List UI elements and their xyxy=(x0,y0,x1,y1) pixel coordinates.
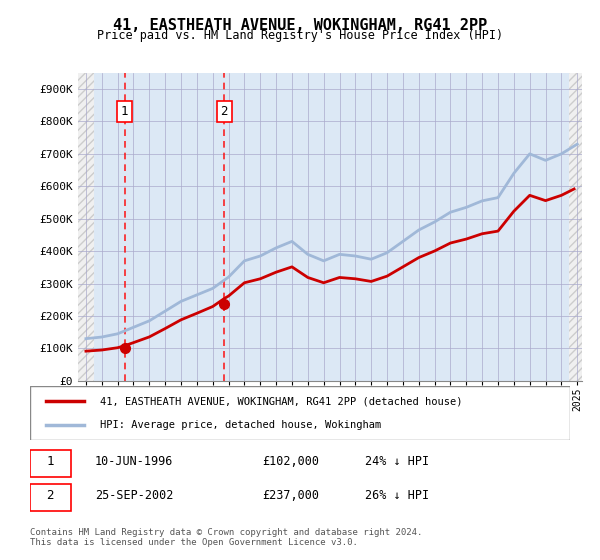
Text: 24% ↓ HPI: 24% ↓ HPI xyxy=(365,455,429,468)
Text: £102,000: £102,000 xyxy=(262,455,319,468)
Text: 25-SEP-2002: 25-SEP-2002 xyxy=(95,489,173,502)
FancyBboxPatch shape xyxy=(30,386,570,440)
Text: 1: 1 xyxy=(121,105,128,118)
Text: Contains HM Land Registry data © Crown copyright and database right 2024.
This d: Contains HM Land Registry data © Crown c… xyxy=(30,528,422,547)
Text: 41, EASTHEATH AVENUE, WOKINGHAM, RG41 2PP (detached house): 41, EASTHEATH AVENUE, WOKINGHAM, RG41 2P… xyxy=(100,396,463,407)
Text: Price paid vs. HM Land Registry's House Price Index (HPI): Price paid vs. HM Land Registry's House … xyxy=(97,29,503,42)
Text: HPI: Average price, detached house, Wokingham: HPI: Average price, detached house, Woki… xyxy=(100,419,382,430)
Text: 26% ↓ HPI: 26% ↓ HPI xyxy=(365,489,429,502)
Text: 10-JUN-1996: 10-JUN-1996 xyxy=(95,455,173,468)
Text: 41, EASTHEATH AVENUE, WOKINGHAM, RG41 2PP: 41, EASTHEATH AVENUE, WOKINGHAM, RG41 2P… xyxy=(113,18,487,33)
Bar xyxy=(569,73,582,381)
FancyBboxPatch shape xyxy=(30,450,71,477)
Text: 2: 2 xyxy=(46,489,54,502)
Text: £237,000: £237,000 xyxy=(262,489,319,502)
Text: 2: 2 xyxy=(221,105,228,118)
FancyBboxPatch shape xyxy=(30,484,71,511)
Text: 1: 1 xyxy=(46,455,54,468)
Bar xyxy=(78,73,94,381)
